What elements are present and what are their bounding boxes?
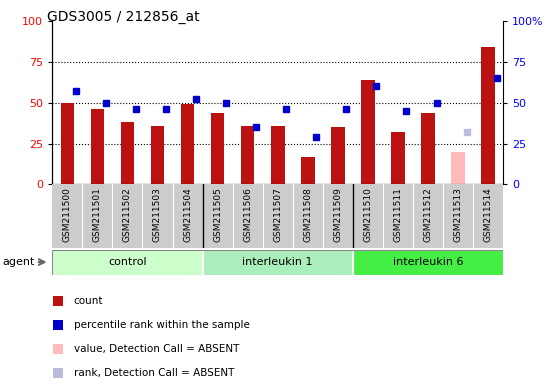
Bar: [452, 152, 465, 184]
Text: control: control: [108, 257, 147, 267]
Bar: [151, 126, 164, 184]
Text: GSM211512: GSM211512: [424, 187, 433, 242]
Bar: [60, 103, 74, 184]
Bar: [331, 127, 345, 184]
Bar: [481, 47, 495, 184]
Bar: [301, 157, 315, 184]
Bar: [120, 122, 134, 184]
Text: GSM211514: GSM211514: [483, 187, 493, 242]
Text: GSM211506: GSM211506: [243, 187, 252, 242]
Bar: [361, 80, 375, 184]
Bar: [353, 250, 503, 275]
Text: GSM211500: GSM211500: [63, 187, 72, 242]
Text: value, Detection Call = ABSENT: value, Detection Call = ABSENT: [74, 344, 239, 354]
Bar: [181, 104, 194, 184]
Text: GSM211504: GSM211504: [183, 187, 192, 242]
Text: GSM211509: GSM211509: [333, 187, 343, 242]
Text: interleukin 6: interleukin 6: [393, 257, 463, 267]
Text: rank, Detection Call = ABSENT: rank, Detection Call = ABSENT: [74, 368, 234, 379]
Bar: [271, 126, 284, 184]
Text: GSM211510: GSM211510: [364, 187, 372, 242]
Text: GSM211508: GSM211508: [303, 187, 312, 242]
Bar: [91, 109, 104, 184]
Text: agent: agent: [3, 257, 35, 267]
Bar: [52, 250, 202, 275]
Text: GSM211511: GSM211511: [393, 187, 403, 242]
Text: GSM211503: GSM211503: [153, 187, 162, 242]
Text: GSM211505: GSM211505: [213, 187, 222, 242]
Text: percentile rank within the sample: percentile rank within the sample: [74, 320, 250, 331]
Text: GSM211501: GSM211501: [93, 187, 102, 242]
Bar: [202, 250, 353, 275]
Bar: [241, 126, 255, 184]
Bar: [391, 132, 405, 184]
Text: GSM211502: GSM211502: [123, 187, 132, 242]
Text: GSM211513: GSM211513: [454, 187, 463, 242]
Text: GDS3005 / 212856_at: GDS3005 / 212856_at: [47, 10, 199, 23]
Text: GSM211507: GSM211507: [273, 187, 282, 242]
Text: count: count: [74, 296, 103, 306]
Bar: [421, 113, 435, 184]
Bar: [211, 113, 224, 184]
Text: interleukin 1: interleukin 1: [243, 257, 313, 267]
